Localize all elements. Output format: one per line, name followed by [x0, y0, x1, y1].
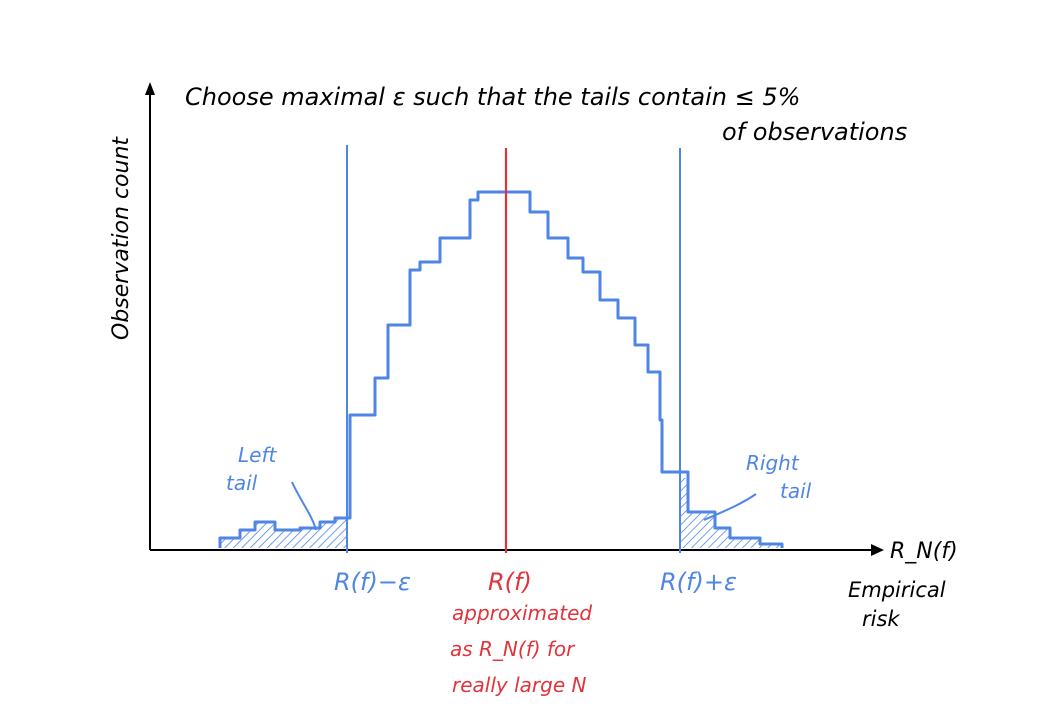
title-line-1: Choose maximal ε such that the tails con… [185, 83, 800, 111]
right-tail-hatch [680, 478, 782, 548]
x-axis-arrow-icon [871, 544, 884, 556]
title-line-2: of observations [722, 118, 907, 146]
x-axis-symbol: R_N(f) [890, 539, 958, 564]
left-bound-label: R(f)−ε [334, 568, 411, 596]
left-tail-hatch [220, 518, 346, 548]
right-tail-label-line-1: Right [746, 451, 800, 475]
y-axis-label: Observation count [109, 136, 134, 340]
right-bound-label: R(f)+ε [660, 568, 737, 596]
center-note-line-3: really large N [452, 673, 586, 697]
y-axis-arrow-icon [145, 82, 155, 95]
x-axis-caption-line-2: risk [862, 607, 900, 631]
right-tail-pointer [703, 493, 757, 521]
left-tail-label-line-2: tail [226, 471, 258, 495]
center-label: R(f) [488, 568, 532, 596]
center-note-line-2: as R_N(f) for [450, 637, 576, 661]
left-tail-label-line-1: Left [238, 443, 277, 467]
x-axis-caption-line-1: Empirical [848, 578, 946, 602]
right-tail-label-line-2: tail [780, 479, 812, 503]
center-note-line-1: approximated [452, 601, 592, 625]
histogram-curve [218, 190, 784, 548]
left-tail-pointer [291, 481, 317, 531]
